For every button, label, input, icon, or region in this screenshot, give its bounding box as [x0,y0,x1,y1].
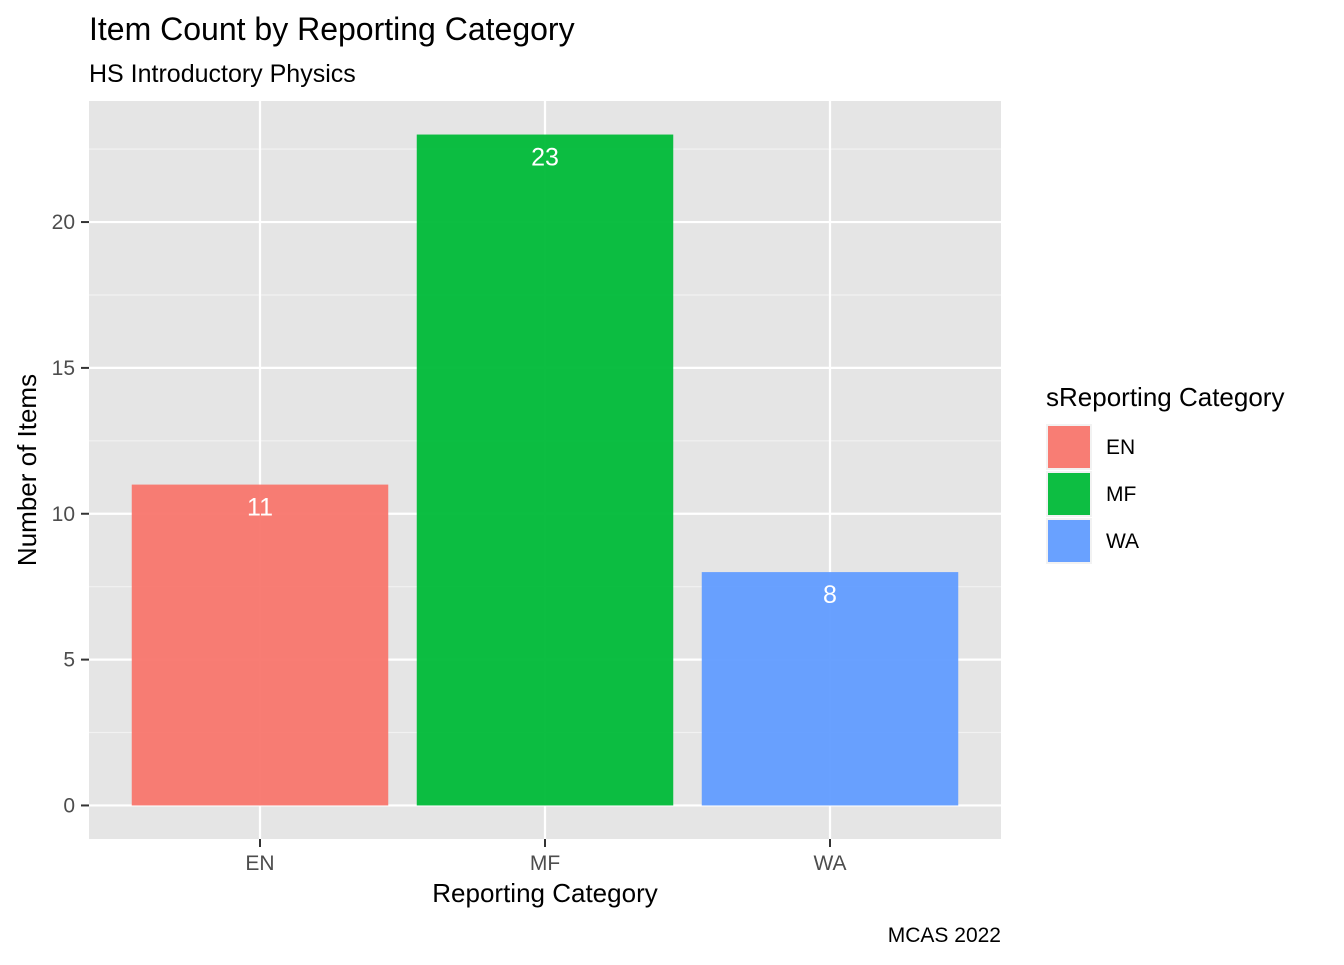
x-tick-label: WA [813,852,846,875]
y-tick-label: 5 [63,649,75,672]
legend-label: WA [1106,530,1139,553]
x-tick-label: MF [530,852,560,875]
y-tick-label: 0 [63,794,75,817]
y-tick-label: 15 [52,357,75,380]
legend: sReporting Category EN MF WA [1046,382,1284,564]
bar-value-label: 23 [531,144,559,172]
y-axis: 0 5 10 15 20 [52,211,89,817]
bar-mf [416,134,674,806]
chart-caption: MCAS 2022 [888,924,1001,947]
bar-wa [701,572,959,806]
bar-value-label: 11 [247,494,273,522]
legend-label: EN [1106,436,1135,459]
y-axis-title: Number of Items [12,374,42,566]
bars [131,134,959,806]
bar-value-label: 8 [823,581,837,609]
legend-swatch-en [1048,426,1090,468]
x-axis: EN MF WA [245,839,847,875]
y-tick-label: 10 [52,503,75,526]
chart-title: Item Count by Reporting Category [89,11,575,47]
legend-label: MF [1106,483,1136,506]
y-tick-label: 20 [52,211,75,234]
legend-swatch-mf [1048,473,1090,515]
legend-title: sReporting Category [1046,382,1284,412]
legend-items: EN MF WA [1046,424,1139,564]
bar-en [131,484,389,806]
chart-subtitle: HS Introductory Physics [89,60,356,88]
x-tick-label: EN [245,852,274,875]
x-axis-title: Reporting Category [432,878,657,908]
legend-swatch-wa [1048,520,1090,562]
bar-labels: 11 23 8 [247,144,837,610]
